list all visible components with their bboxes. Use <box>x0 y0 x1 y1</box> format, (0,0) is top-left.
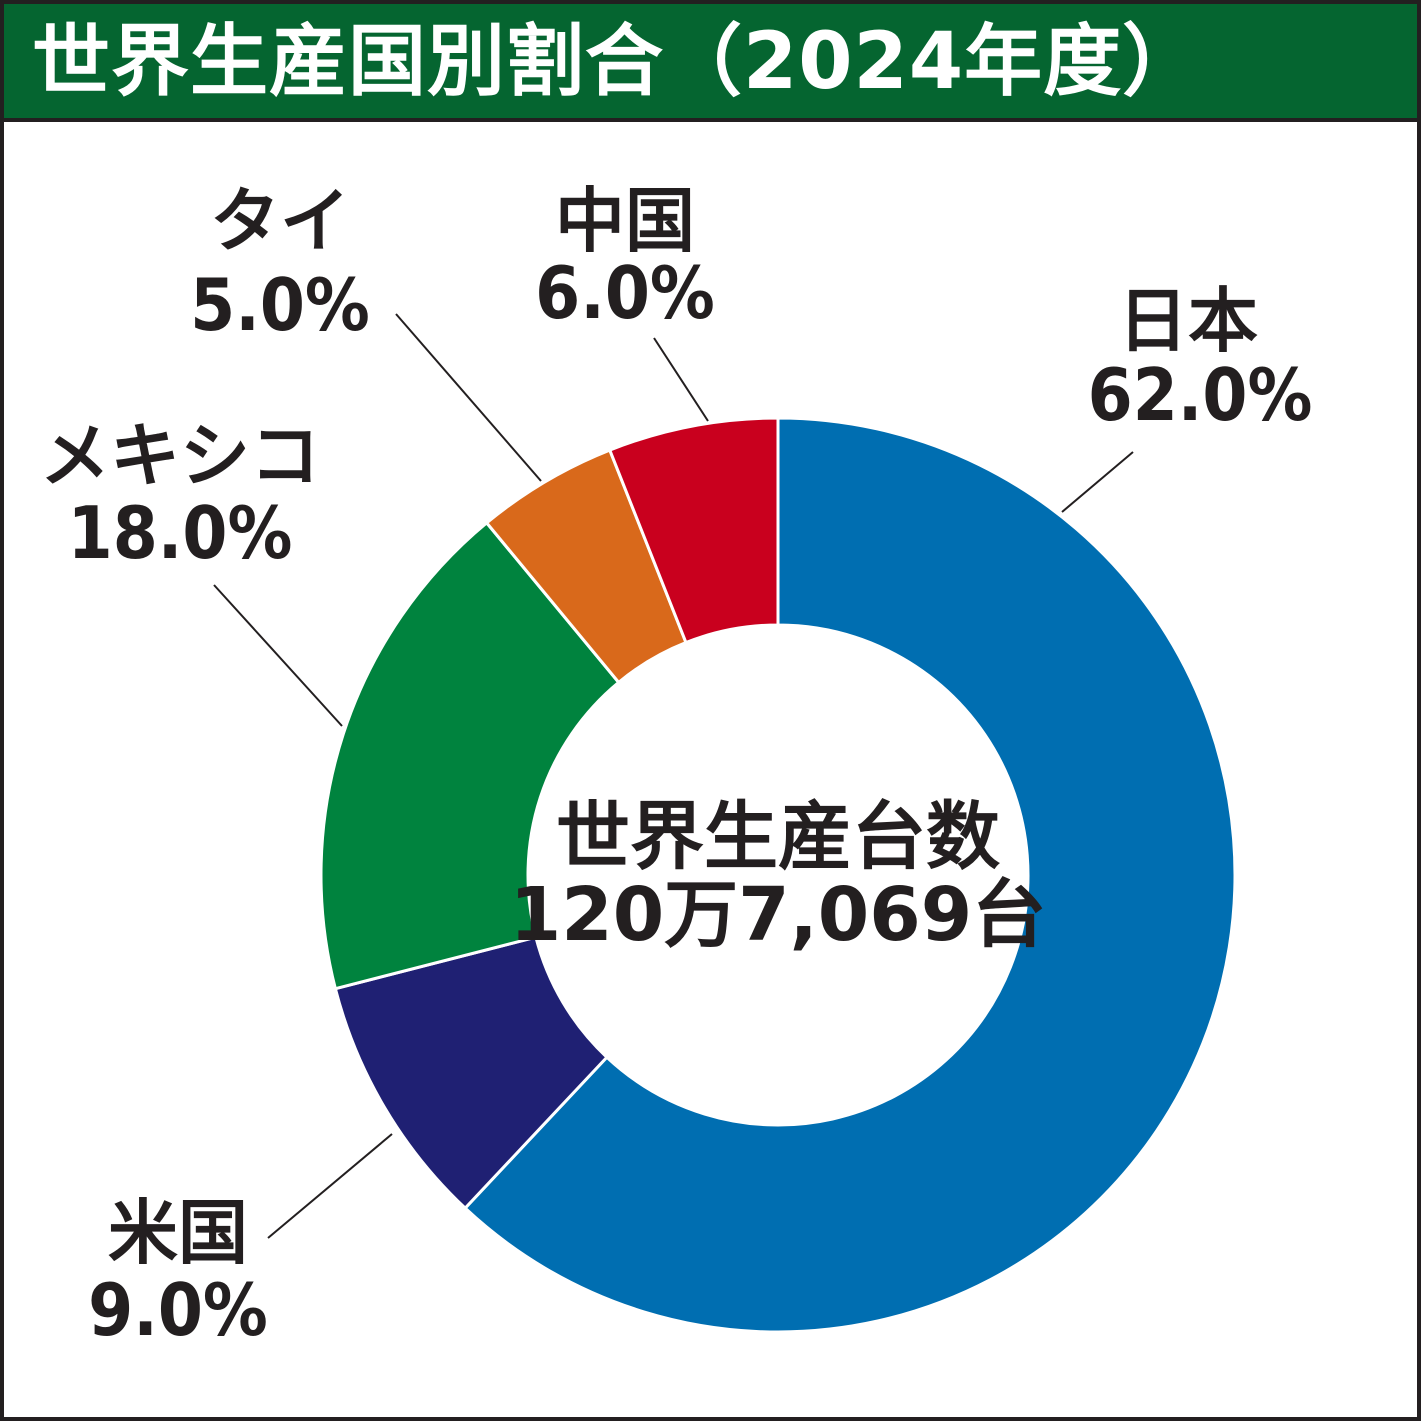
slice-value-4: 6.0% <box>535 251 715 335</box>
leader-line-0 <box>1061 451 1134 513</box>
donut-slice-2 <box>319 520 621 991</box>
center-label: 世界生産台数 <box>556 794 1000 880</box>
leader-line-2 <box>213 584 343 727</box>
slice-label-2: メキシコ <box>40 415 320 497</box>
leader-line-1 <box>267 1133 393 1239</box>
slice-value-1: 9.0% <box>88 1268 268 1352</box>
slice-value-0: 62.0% <box>1088 353 1313 437</box>
title-bar: 世界生産国別割合（2024年度） <box>4 4 1417 122</box>
chart-title: 世界生産国別割合（2024年度） <box>32 17 1202 107</box>
slice-value-2: 18.0% <box>68 491 293 575</box>
center-value: 120万7,069台 <box>510 872 1047 958</box>
leader-line-3 <box>395 313 542 482</box>
slice-label-1: 米国 <box>108 1192 248 1274</box>
leader-line-4 <box>653 337 709 422</box>
slice-label-3: タイ <box>210 180 350 262</box>
donut-slice-4 <box>607 416 780 645</box>
donut-slice-0 <box>463 416 1237 1334</box>
slice-label-0: 日本 <box>1118 280 1258 362</box>
slice-label-4: 中国 <box>555 180 695 262</box>
slice-value-3: 5.0% <box>190 263 370 347</box>
